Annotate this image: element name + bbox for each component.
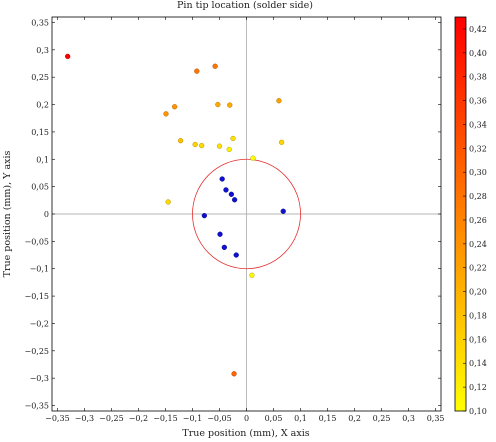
y-tick-label: −0,25 [24, 347, 49, 356]
data-point-21 [228, 191, 235, 197]
y-tick-label: −0,05 [24, 237, 49, 246]
data-point-16 [165, 199, 171, 205]
data-point-1 [194, 68, 200, 74]
data-point-11 [226, 146, 232, 153]
colorbar-tick-label: 0,26 [469, 216, 487, 225]
x-axis-ticks: −0,35 −0,3 −0,25 −0,2 −0,15 −0,1 −0,05 0 0,05 0,1… [45, 17, 445, 423]
data-point-27 [233, 252, 239, 258]
y-tick-label: 0,15 [31, 128, 49, 137]
y-tick-label: 0 [44, 210, 49, 219]
chart-title: Pin tip location (solder side) [177, 0, 313, 11]
x-tick-label: 0,1 [294, 414, 307, 423]
data-point-6 [163, 111, 169, 117]
data-point-8 [192, 141, 198, 148]
data-point-5 [171, 104, 178, 110]
y-tick-label: −0,15 [24, 292, 49, 301]
colorbar-tick-label: 0,10 [469, 407, 487, 416]
x-tick-label: 0,35 [427, 414, 445, 423]
data-point-14 [278, 139, 285, 145]
colorbar: 0,10 0,12 0,14 0,16 0,18 0,20 0,22 0,24 0,26 0,28… [454, 16, 487, 416]
x-tick-label: 0 [244, 414, 249, 423]
x-tick-label: −0,35 [45, 414, 70, 423]
data-point-17 [249, 272, 255, 278]
y-tick-label: 0,25 [31, 73, 49, 82]
data-point-12 [230, 135, 236, 142]
y-tick-label: −0,2 [30, 319, 49, 328]
y-tick-label: −0,35 [24, 402, 49, 411]
y-tick-label: 0,1 [36, 155, 49, 164]
data-point-0 [65, 53, 71, 60]
colorbar-tick-label: 0,34 [469, 120, 487, 129]
colorbar-tick-label: 0,36 [469, 97, 487, 106]
x-tick-label: 0,2 [348, 414, 361, 423]
data-point-9 [199, 142, 205, 149]
colorbar-tick-label: 0,18 [469, 311, 487, 320]
y-tick-label: −0,1 [30, 265, 49, 274]
colorbar-tick-label: 0,20 [469, 288, 487, 297]
x-tick-label: −0,1 [183, 414, 202, 423]
data-point-13 [276, 98, 282, 104]
y-tick-label: −0,3 [30, 374, 49, 383]
data-point-18 [231, 371, 237, 377]
data-point-26 [221, 244, 227, 251]
x-axis-title: True position (mm), X axis [182, 428, 309, 439]
x-tick-label: 0,3 [402, 414, 415, 423]
data-point-24 [280, 208, 286, 214]
tolerance-circle-layer [192, 158, 301, 270]
x-tick-label: −0,15 [153, 414, 178, 423]
data-points [65, 53, 286, 377]
data-point-20 [223, 187, 229, 193]
x-tick-label: −0,25 [99, 414, 124, 423]
y-tick-label: 0,2 [36, 101, 49, 110]
colorbar-tick-label: 0,22 [469, 264, 487, 273]
colorbar-tick-label: 0,12 [469, 383, 487, 392]
tolerance-circle [192, 158, 301, 270]
x-tick-label: −0,05 [207, 414, 232, 423]
data-point-25 [217, 231, 223, 237]
colorbar-tick-label: 0,42 [469, 25, 487, 34]
y-tick-label: 0,3 [36, 46, 49, 55]
x-tick-label: −0,2 [129, 414, 148, 423]
data-point-23 [201, 212, 208, 219]
colorbar-tick-label: 0,32 [469, 144, 487, 153]
colorbar-tick-label: 0,14 [469, 359, 487, 368]
data-point-2 [212, 63, 218, 69]
x-tick-label: −0,3 [75, 414, 94, 423]
data-point-7 [177, 138, 184, 144]
data-point-4 [227, 102, 233, 108]
x-tick-label: 0,15 [319, 414, 337, 423]
y-tick-label: 0,05 [31, 183, 49, 192]
x-tick-label: 0,05 [265, 414, 283, 423]
colorbar-tick-label: 0,38 [469, 73, 487, 82]
y-tick-label: 0,35 [31, 18, 49, 27]
data-point-15 [250, 155, 256, 161]
colorbar-tick-label: 0,28 [469, 192, 487, 201]
data-point-19 [219, 176, 225, 182]
colorbar-tick-label: 0,24 [469, 240, 487, 249]
x-tick-label: 0,25 [373, 414, 391, 423]
colorbar-tick-label: 0,16 [469, 335, 487, 344]
crosshair [52, 17, 441, 411]
y-axis-title: True position (mm), Y axis [2, 150, 13, 277]
data-point-10 [216, 143, 223, 149]
colorbar-tick-label: 0,30 [469, 168, 487, 177]
data-point-3 [215, 101, 221, 108]
data-point-22 [231, 197, 238, 203]
colorbar-gradient [454, 16, 467, 412]
y-axis-ticks: −0,35 −0,3 −0,25 −0,2 −0,15 −0,1 −0,05 0 0,05 0,1… [24, 18, 441, 411]
colorbar-tick-label: 0,40 [469, 49, 487, 58]
